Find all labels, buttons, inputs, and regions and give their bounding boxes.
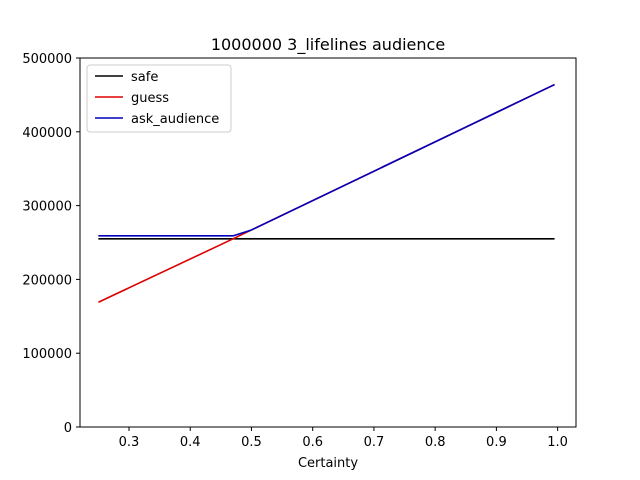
x-tick-label: 0.4 bbox=[180, 435, 201, 450]
x-tick-label: 0.7 bbox=[364, 435, 385, 450]
legend: safe guess ask_audience bbox=[86, 64, 232, 133]
axes: 0.3 0.4 0.5 0.6 0.7 0.8 0.9 1.0 0 100000 200000 300… bbox=[22, 52, 577, 450]
legend-label-guess: guess bbox=[131, 91, 169, 106]
y-tick-label: 500000 bbox=[22, 52, 72, 67]
x-tick-label: 0.5 bbox=[241, 435, 262, 450]
y-tick-label: 0 bbox=[64, 421, 72, 436]
plot-area bbox=[98, 83, 555, 304]
chart-title: 1000000 3_lifelines audience bbox=[211, 35, 445, 55]
x-tick-label: 0.8 bbox=[425, 435, 446, 450]
series-line-ask-audience bbox=[98, 83, 555, 237]
x-tick-label: 0.3 bbox=[119, 435, 140, 450]
legend-label-ask-audience: ask_audience bbox=[131, 112, 219, 127]
x-tick-label: 0.6 bbox=[302, 435, 323, 450]
x-tick-label: 0.9 bbox=[486, 435, 507, 450]
y-tick-label: 300000 bbox=[22, 200, 72, 215]
legend-box bbox=[86, 64, 232, 133]
x-tick-label: 1.0 bbox=[547, 435, 568, 450]
y-tick-label: 200000 bbox=[22, 273, 72, 288]
x-axis-label: Certainty bbox=[298, 456, 358, 471]
legend-label-safe: safe bbox=[131, 70, 158, 85]
axes-frame bbox=[79, 57, 577, 428]
y-tick-label: 400000 bbox=[22, 126, 72, 141]
y-tick-label: 100000 bbox=[22, 347, 72, 362]
